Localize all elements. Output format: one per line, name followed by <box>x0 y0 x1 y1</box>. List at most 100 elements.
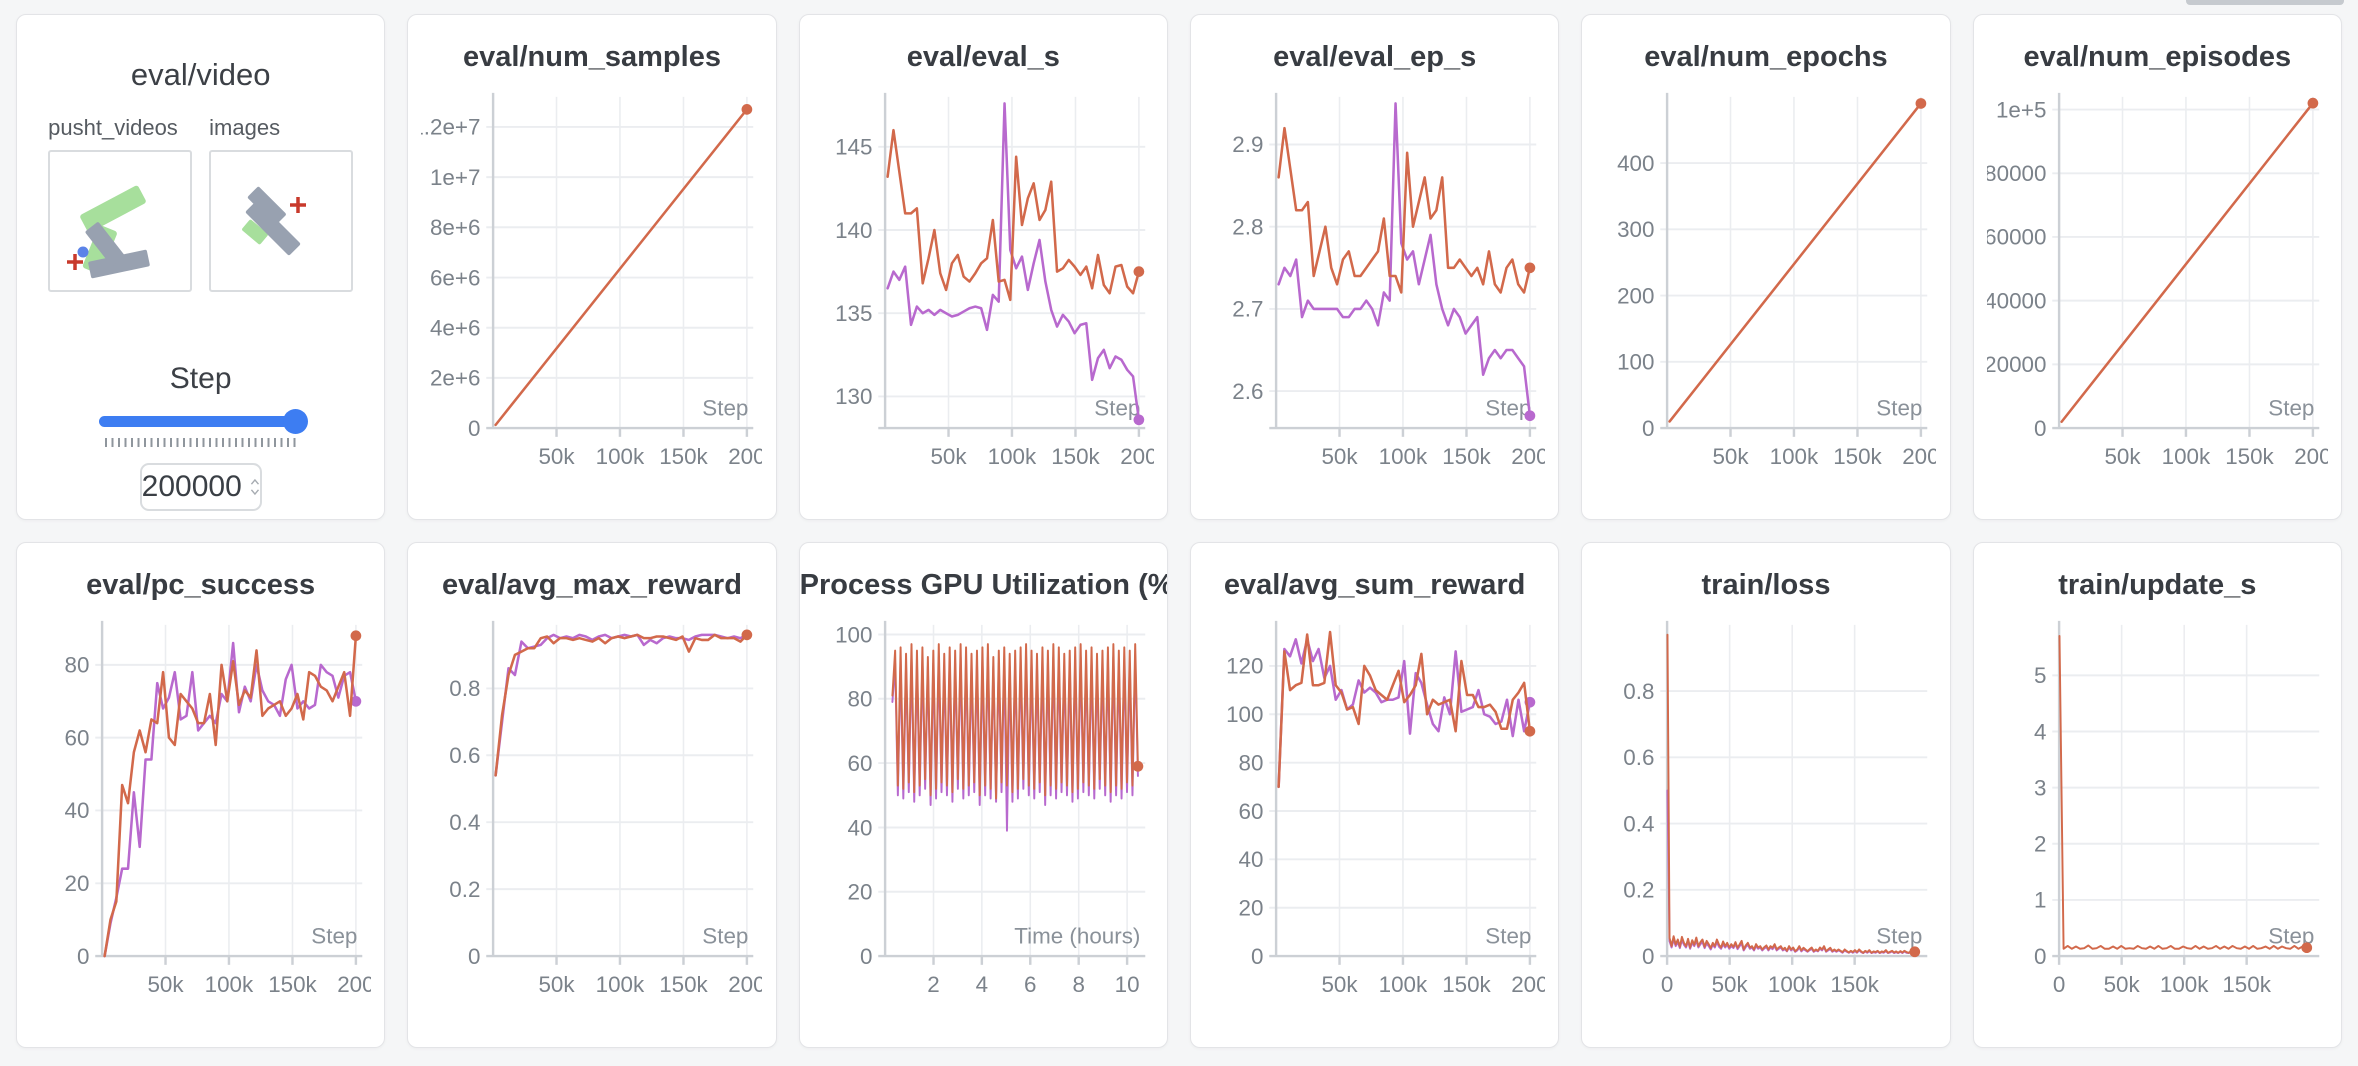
svg-text:200: 200 <box>1903 444 1937 469</box>
svg-text:140: 140 <box>835 218 872 243</box>
svg-text:Step: Step <box>703 923 749 948</box>
media-panel-eval-video[interactable]: eval/video pusht_videos <box>16 14 386 520</box>
chart-plot: 0 100 200 300 400 50k 100k 150k 200 Step <box>1618 92 1937 469</box>
svg-text:1e+7: 1e+7 <box>430 165 480 190</box>
svg-text:60: 60 <box>847 751 872 776</box>
svg-text:3: 3 <box>2034 775 2046 800</box>
step-value[interactable]: 200000 <box>141 470 242 503</box>
chart-plot: 0 0.2 0.4 0.6 0.8 0 50k 100k 150k Step <box>1624 620 1928 997</box>
svg-text:100: 100 <box>1226 702 1263 727</box>
svg-text:50k: 50k <box>539 972 576 997</box>
svg-text:1e+5: 1e+5 <box>1996 97 2046 122</box>
agent-dot-icon <box>77 246 89 258</box>
svg-text:50k: 50k <box>1712 972 1749 997</box>
svg-text:50k: 50k <box>930 444 967 469</box>
svg-text:Step: Step <box>1877 923 1923 948</box>
svg-text:20: 20 <box>65 871 90 896</box>
svg-text:150k: 150k <box>2225 444 2274 469</box>
svg-text:100: 100 <box>835 622 872 647</box>
chart-panel-eval-num-episodes[interactable]: eval/num_episodes 0 20000 40000 60000 80000 1… <box>1972 14 2342 520</box>
svg-text:0: 0 <box>1642 944 1654 969</box>
chart-title: train/loss <box>1701 569 1831 601</box>
svg-text:0.4: 0.4 <box>450 810 481 835</box>
svg-text:2.8: 2.8 <box>1232 214 1263 239</box>
step-slider[interactable] <box>98 408 308 434</box>
svg-text:80: 80 <box>847 687 872 712</box>
svg-text:50k: 50k <box>2104 444 2141 469</box>
chart-panel-eval-eval-s[interactable]: eval/eval_s 130 135 140 145 50k 100k 150k 200 St… <box>798 14 1168 520</box>
chart-panel-eval-num-samples[interactable]: eval/num_samples 0 2e+6 4e+6 6e+6 8e+6 1e+7 1.… <box>407 14 777 520</box>
svg-text:4e+6: 4e+6 <box>430 316 480 341</box>
media-thumb-pusht-videos[interactable]: pusht_videos <box>48 115 193 292</box>
media-key-label: images <box>209 115 281 140</box>
chart-panel-eval-eval-ep-s[interactable]: eval/eval_ep_s 2.6 2.7 2.8 2.9 50k 100k 150k 20… <box>1190 14 1560 520</box>
svg-text:0: 0 <box>77 944 89 969</box>
svg-text:8: 8 <box>1072 972 1084 997</box>
svg-text:100k: 100k <box>1768 972 1817 997</box>
svg-text:20000: 20000 <box>1987 352 2046 377</box>
svg-text:2.6: 2.6 <box>1232 379 1263 404</box>
svg-text:5: 5 <box>2034 663 2046 688</box>
gray-block-t-icon <box>85 222 150 279</box>
chart-panel-train-update-s[interactable]: train/update_s 0 1 2 3 4 5 0 50k 100k 150k Step <box>1972 542 2342 1048</box>
svg-text:130: 130 <box>835 384 872 409</box>
slider-track[interactable] <box>98 416 303 427</box>
svg-text:60: 60 <box>1239 799 1264 824</box>
svg-text:60: 60 <box>65 725 90 750</box>
panel-title: eval/video <box>130 57 271 92</box>
svg-text:0: 0 <box>2034 416 2046 441</box>
svg-text:150k: 150k <box>2222 972 2271 997</box>
svg-text:150k: 150k <box>660 444 709 469</box>
chart-plot: 0 20 40 60 80 100 2 4 6 8 10 Time (hours) <box>835 620 1146 997</box>
svg-text:60000: 60000 <box>1987 225 2046 250</box>
svg-text:0.8: 0.8 <box>450 676 481 701</box>
svg-text:8e+6: 8e+6 <box>430 215 480 240</box>
images-scene <box>242 186 307 256</box>
svg-text:0.8: 0.8 <box>1624 679 1655 704</box>
step-value-input[interactable]: 200000 <box>139 463 262 511</box>
svg-text:2.9: 2.9 <box>1232 132 1263 157</box>
svg-text:120: 120 <box>1226 654 1263 679</box>
svg-text:100k: 100k <box>987 444 1036 469</box>
chart-panel-eval-avg-max-reward[interactable]: eval/avg_max_reward 0 0.2 0.4 0.6 0.8 50k 100k… <box>407 542 777 1048</box>
svg-text:1: 1 <box>2034 888 2046 913</box>
svg-text:4: 4 <box>975 972 987 997</box>
svg-text:150k: 150k <box>660 972 709 997</box>
chart-panel-process-gpu-utilization[interactable]: Process GPU Utilization (%) 0 20 40 60 80 100… <box>798 542 1168 1048</box>
chart-panel-eval-avg-sum-reward[interactable]: eval/avg_sum_reward 0 20 40 60 80 100 120 50k 10… <box>1190 542 1560 1048</box>
number-spinner-icon[interactable] <box>250 474 260 500</box>
chart-title: eval/num_samples <box>463 41 721 73</box>
svg-text:10: 10 <box>1114 972 1139 997</box>
svg-text:150k: 150k <box>1442 972 1491 997</box>
video-frame-pusht[interactable] <box>48 150 193 292</box>
svg-text:2: 2 <box>927 972 939 997</box>
svg-text:0.2: 0.2 <box>1624 878 1655 903</box>
chart-plot: 0 20 40 60 80 100 120 50k 100k 150k 200 Step <box>1226 620 1545 997</box>
chart-title: Process GPU Utilization (%) <box>799 569 1168 601</box>
svg-text:50k: 50k <box>148 972 185 997</box>
goal-cross-icon <box>67 254 84 270</box>
svg-text:150k: 150k <box>268 972 317 997</box>
svg-text:0: 0 <box>468 944 480 969</box>
chart-panel-eval-pc-success[interactable]: eval/pc_success 0 20 40 60 80 50k 100k 150k 200 S… <box>16 542 386 1048</box>
chart-title: eval/eval_ep_s <box>1273 41 1477 73</box>
chart-panel-eval-num-epochs[interactable]: eval/num_epochs 0 100 200 300 400 50k 100k 150k… <box>1581 14 1951 520</box>
scrolled-panel-bottom-edge <box>2186 0 2344 5</box>
svg-text:50k: 50k <box>1322 444 1359 469</box>
svg-text:150k: 150k <box>1831 972 1880 997</box>
svg-text:40000: 40000 <box>1987 288 2046 313</box>
chart-panel-train-loss[interactable]: train/loss 0 0.2 0.4 0.6 0.8 0 50k 100k 150k Step <box>1581 542 1951 1048</box>
svg-text:100k: 100k <box>596 444 645 469</box>
svg-text:80000: 80000 <box>1987 161 2046 186</box>
video-frame-images[interactable] <box>209 150 354 292</box>
media-thumb-images[interactable]: images <box>209 115 354 292</box>
svg-text:80: 80 <box>1239 750 1264 775</box>
svg-text:Time (hours): Time (hours) <box>1014 923 1140 948</box>
svg-text:Step: Step <box>311 923 357 948</box>
slider-handle[interactable] <box>282 409 308 434</box>
svg-text:0: 0 <box>2053 972 2065 997</box>
svg-text:0.2: 0.2 <box>450 877 481 902</box>
svg-text:300: 300 <box>1618 217 1655 242</box>
svg-text:Step: Step <box>1877 395 1923 420</box>
chart-plot: 2.6 2.7 2.8 2.9 50k 100k 150k 200 Step <box>1232 92 1545 469</box>
